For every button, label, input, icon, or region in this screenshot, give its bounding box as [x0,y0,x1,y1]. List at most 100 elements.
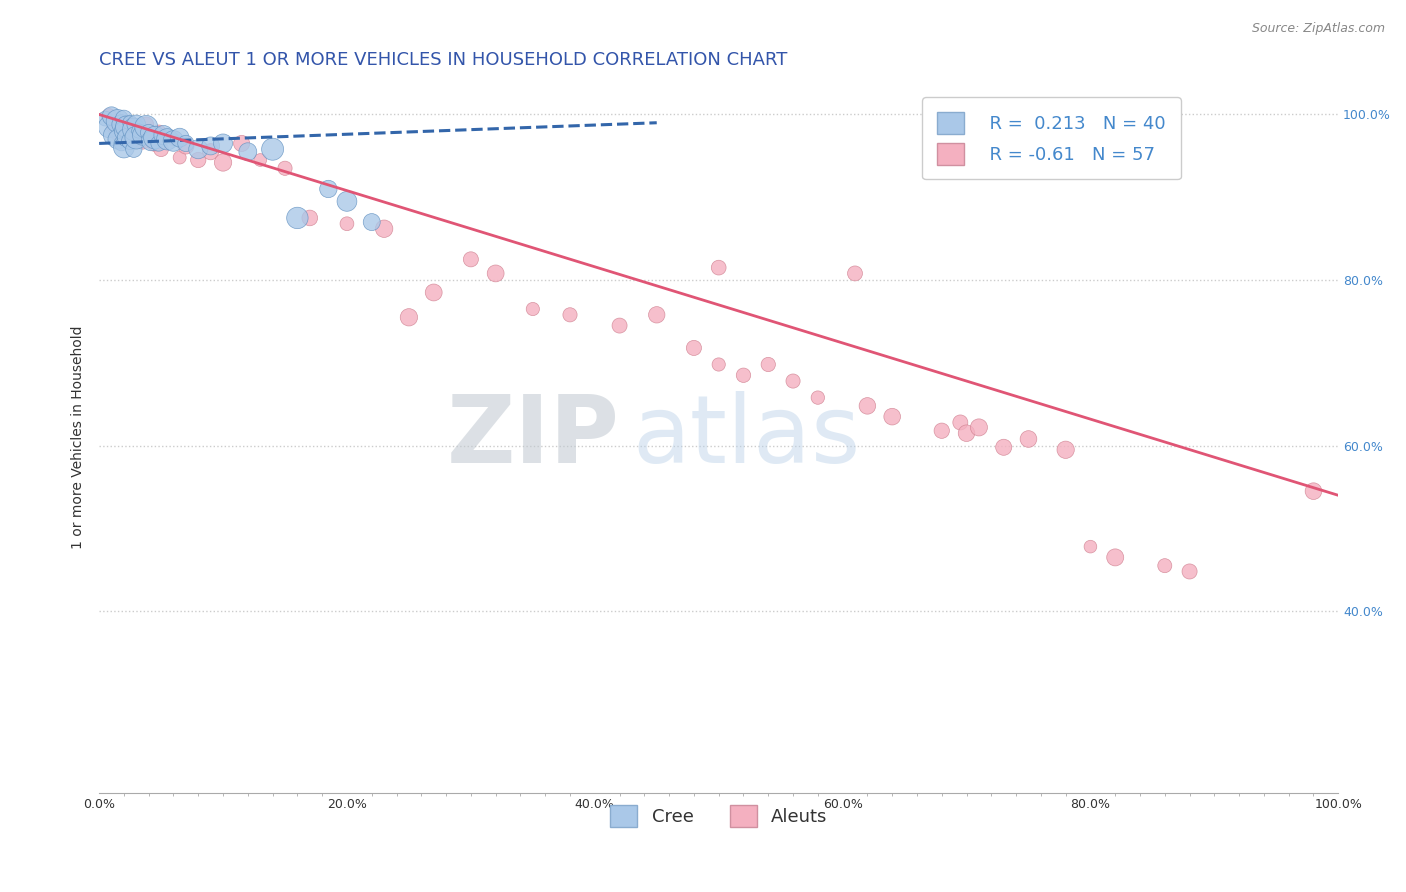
Point [135,120,157,134]
Point [460,252,482,267]
Point [1104,550,1126,565]
Point [1017,432,1039,446]
Point [645,308,668,322]
Point [422,285,444,300]
Point [187,142,209,156]
Point [1054,442,1077,457]
Point [558,308,581,322]
Point [115,130,138,145]
Point [287,211,309,225]
Point [882,409,904,424]
Point [398,310,420,325]
Point [110,136,132,151]
Point [212,155,235,169]
Point [120,116,142,130]
Point [1302,484,1324,499]
Point [967,420,990,434]
Point [707,260,730,275]
Point [156,132,179,146]
Point [112,140,135,154]
Point [112,128,135,143]
Point [152,128,174,143]
Point [115,117,138,131]
Point [844,267,866,281]
Text: Source: ZipAtlas.com: Source: ZipAtlas.com [1251,22,1385,36]
Point [103,120,125,134]
Point [148,136,170,151]
Point [993,440,1015,454]
Point [128,124,150,138]
Point [110,117,132,131]
Point [360,215,382,229]
Point [112,124,135,138]
Point [1153,558,1175,573]
Point [733,368,755,383]
Point [110,116,132,130]
Point [782,374,804,388]
Point [122,122,145,136]
Point [122,142,145,156]
Point [135,117,157,131]
Point [174,139,197,153]
Point [856,399,879,413]
Point [336,194,359,209]
Point [131,134,153,148]
Point [107,126,129,140]
Point [683,341,706,355]
Point [162,134,184,148]
Point [98,109,121,123]
Y-axis label: 1 or more Vehicles in Household: 1 or more Vehicles in Household [72,326,86,549]
Point [138,130,160,145]
Point [122,132,145,146]
Point [138,126,160,140]
Point [756,358,779,372]
Point [141,134,163,148]
Point [200,145,222,159]
Point [115,120,138,134]
Point [98,120,121,134]
Point [100,109,122,123]
Point [212,136,235,151]
Point [112,112,135,126]
Point [107,114,129,128]
Point [143,130,166,145]
Point [336,217,359,231]
Text: ZIP: ZIP [447,392,620,483]
Text: atlas: atlas [631,392,860,483]
Point [318,182,340,196]
Point [148,126,170,140]
Point [373,221,395,235]
Point [169,130,191,145]
Legend: Cree, Aleuts: Cree, Aleuts [603,797,835,834]
Point [298,211,321,225]
Point [249,153,271,167]
Point [125,128,148,143]
Point [103,128,125,143]
Point [131,128,153,143]
Point [274,161,297,176]
Point [707,358,730,372]
Point [955,426,977,441]
Point [120,122,142,136]
Point [187,153,209,167]
Point [125,117,148,131]
Point [150,142,173,156]
Point [807,391,830,405]
Text: CREE VS ALEUT 1 OR MORE VEHICLES IN HOUSEHOLD CORRELATION CHART: CREE VS ALEUT 1 OR MORE VEHICLES IN HOUS… [100,51,787,69]
Point [262,142,284,156]
Point [120,134,142,148]
Point [231,136,253,151]
Point [1178,565,1201,579]
Point [107,132,129,146]
Point [949,416,972,430]
Point [1080,540,1102,554]
Point [522,301,544,316]
Point [169,151,191,165]
Point [162,132,184,146]
Point [485,267,508,281]
Point [236,145,259,159]
Point [609,318,631,333]
Point [931,424,953,438]
Point [143,136,166,151]
Point [94,112,117,126]
